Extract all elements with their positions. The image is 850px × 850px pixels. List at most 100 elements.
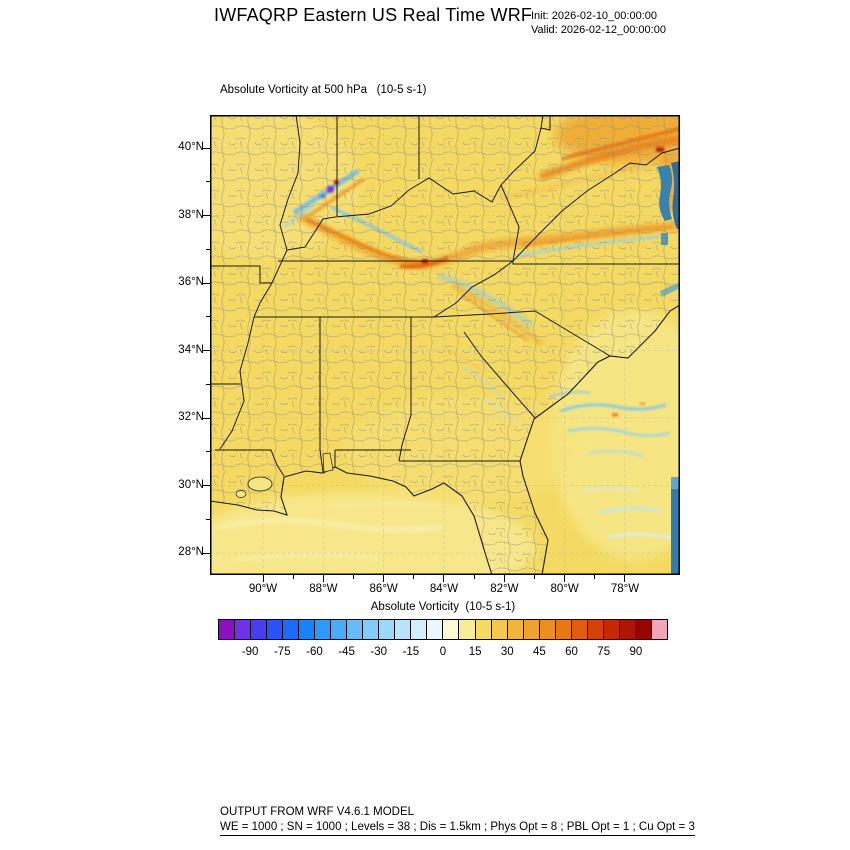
chesapeake-bay-water — [657, 161, 680, 297]
lon-minor-tick — [292, 575, 294, 579]
colorbar-cell — [491, 620, 508, 639]
colorbar-tick-label: -15 — [402, 646, 420, 658]
colorbar-cell — [523, 620, 540, 639]
colorbar-cell — [267, 620, 284, 639]
colorbar-tick-label: -30 — [370, 646, 388, 658]
map-frame — [210, 115, 680, 575]
lon-tick-mark — [624, 575, 626, 582]
footer-config-text: WE = 1000 ; SN = 1000 ; Levels = 38 ; Di… — [220, 821, 695, 836]
colorbar-tick-label: 45 — [533, 646, 546, 658]
lon-tick-mark — [564, 575, 566, 582]
lon-minor-tick — [352, 575, 354, 579]
lat-tick-mark — [203, 417, 210, 419]
lon-tick-label: 84°W — [429, 583, 459, 595]
lon-tick-label: 88°W — [309, 583, 338, 595]
colorbar-tick-label: 15 — [468, 646, 482, 658]
colorbar-cell — [347, 620, 364, 639]
lon-tick-label: 82°W — [490, 583, 519, 595]
colorbar-tick-label: 60 — [565, 646, 578, 658]
lat-tick-mark — [203, 215, 210, 216]
wrf-map — [210, 115, 680, 575]
colorbar-tick-label: 30 — [500, 646, 514, 658]
lat-tick-label: 40°N — [178, 141, 204, 153]
valid-time-label: Valid: 2026-02-12_00:00:00 — [531, 24, 666, 36]
lat-tick-label: 36°N — [178, 276, 204, 288]
domain-edge-artifact-fade — [671, 477, 680, 489]
colorbar-cell — [539, 620, 556, 639]
lon-minor-tick — [413, 575, 415, 579]
lon-tick-mark — [383, 575, 385, 582]
map-area — [210, 115, 680, 575]
lat-tick-mark — [203, 147, 210, 149]
colorbar-cell — [251, 620, 268, 639]
colorbar-tick-label: -60 — [306, 646, 323, 658]
colorbar-cell — [475, 620, 492, 639]
colorbar-tick-label: 0 — [439, 646, 447, 658]
colorbar-tick-label: 75 — [597, 646, 611, 658]
lat-tick-label: 34°N — [178, 343, 204, 356]
domain-edge-artifact — [671, 477, 680, 575]
lat-tick-mark — [203, 485, 210, 486]
plot-title: IWFAQRP Eastern US Real Time WRF — [214, 5, 533, 25]
state-borders — [210, 115, 680, 477]
lat-minor-tick — [206, 451, 210, 453]
colorbar-tick-label: -75 — [273, 646, 291, 658]
field-subtitle: Absolute Vorticity at 500 hPa (10-5 s-1) — [220, 84, 427, 96]
run-info: Init: 2026-02-10_00:00:00 Valid: 2026-02… — [531, 9, 666, 37]
init-time-label: Init: 2026-02-10_00:00:00 — [531, 10, 657, 22]
colorbar-cell — [651, 620, 667, 639]
lat-minor-tick — [206, 518, 210, 520]
lon-tick-mark — [443, 575, 445, 582]
colorbar-cell — [603, 620, 620, 639]
lat-tick-mark — [203, 350, 210, 351]
colorbar-cell — [363, 620, 380, 639]
colorbar-cell — [507, 620, 524, 639]
lat-minor-tick — [206, 383, 210, 385]
lon-tick-mark — [503, 575, 505, 582]
lat-tick-label: 32°N — [178, 411, 204, 423]
lon-tick-label: 86°W — [369, 583, 398, 595]
colorbar-cell — [283, 620, 300, 639]
lat-tick-label: 30°N — [178, 478, 204, 491]
lat-tick-label: 38°N — [178, 208, 204, 221]
colorbar-cell — [443, 620, 460, 639]
colorbar-cell — [411, 620, 428, 639]
lat-minor-tick — [206, 181, 210, 183]
lakes — [235, 452, 334, 498]
lat-tick-mark — [203, 282, 210, 284]
colorbar-cell — [235, 620, 252, 639]
lon-minor-tick — [594, 575, 596, 579]
colorbar-tick-label: -45 — [338, 646, 355, 658]
colorbar-title: Absolute Vorticity (10-5 s-1) — [370, 601, 516, 613]
lat-minor-tick — [206, 248, 210, 250]
colorbar-cell — [315, 620, 332, 639]
colorbar-cell — [571, 620, 588, 639]
colorbar-cell — [395, 620, 412, 639]
colorbar-cell — [587, 620, 604, 639]
colorbar-cell — [299, 620, 316, 639]
lon-tick-label: 80°W — [550, 583, 579, 595]
lon-minor-tick — [473, 575, 475, 579]
colorbar-cell — [635, 620, 652, 639]
lon-tick-label: 78°W — [610, 583, 640, 595]
colorbar-cell — [379, 620, 396, 639]
lat-tick-mark — [203, 552, 210, 554]
lon-tick-mark — [262, 575, 264, 582]
lat-tick-label: 28°N — [178, 546, 204, 558]
footer-config-line: WE = 1000 ; SN = 1000 ; Levels = 38 ; Di… — [220, 821, 695, 836]
colorbar-tick-label: 90 — [629, 646, 643, 658]
lat-minor-tick — [206, 316, 210, 318]
lon-minor-tick — [533, 575, 535, 579]
lon-tick-mark — [322, 575, 324, 582]
footer-model-line: OUTPUT FROM WRF V4.6.1 MODEL — [220, 806, 415, 818]
colorbar-cell — [219, 620, 236, 639]
colorbar-cell — [619, 620, 636, 639]
lon-tick-label: 90°W — [248, 583, 278, 595]
colorbar-cell — [459, 620, 476, 639]
colorbar-cell — [555, 620, 572, 639]
colorbar-tick-label: -90 — [241, 646, 259, 658]
colorbar-cell — [331, 620, 348, 639]
colorbar — [218, 619, 668, 640]
colorbar-cell — [427, 620, 444, 639]
